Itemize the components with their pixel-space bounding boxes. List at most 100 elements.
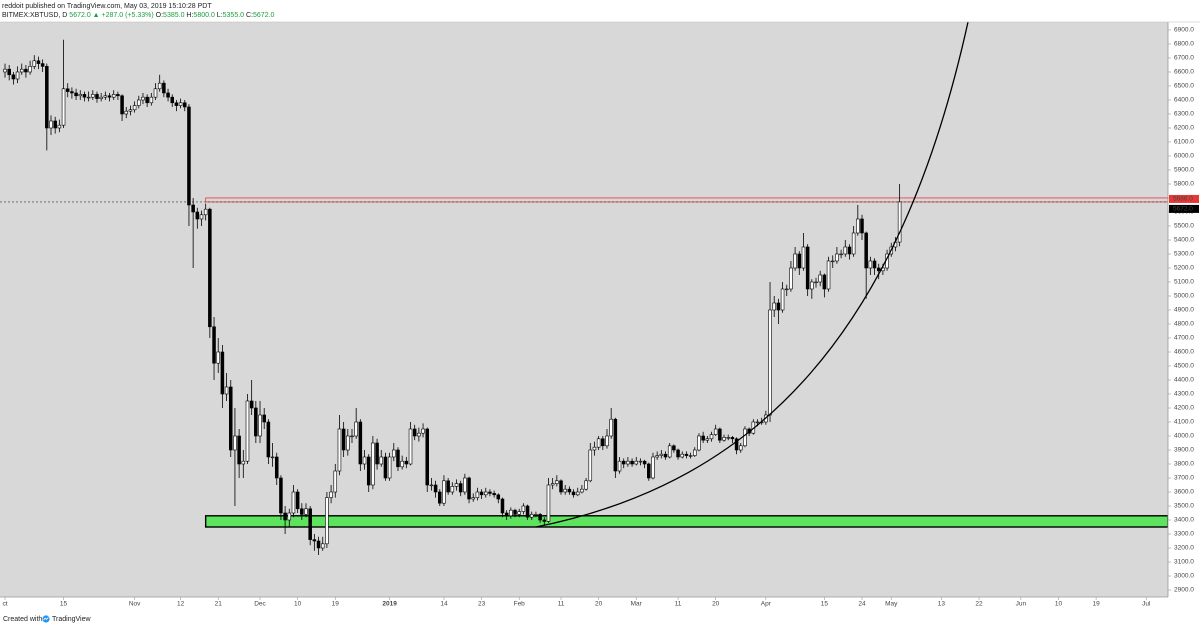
candle-body	[663, 453, 668, 458]
candle-body	[237, 435, 241, 465]
price-label: 5686.0	[1173, 196, 1193, 203]
candle-body	[651, 456, 655, 479]
candle-body	[32, 60, 37, 67]
x-tick-label: 15	[60, 601, 68, 608]
y-tick-label: 3500.0	[1174, 503, 1194, 510]
annotations	[0, 197, 1168, 528]
candle-body	[295, 491, 300, 510]
y-tick-label: 6300.0	[1174, 111, 1194, 118]
candle-body	[170, 96, 174, 104]
x-tick-label: Apr	[761, 601, 772, 608]
candle-body	[350, 435, 354, 438]
candle-body	[546, 484, 551, 522]
candle-body	[492, 493, 496, 496]
y-tick-label: 6600.0	[1174, 69, 1194, 76]
candle-body	[734, 438, 739, 451]
candle-body	[442, 480, 446, 504]
x-tick-label: 13	[938, 601, 946, 608]
candle-body	[208, 208, 212, 328]
candle-body	[534, 514, 538, 516]
x-tick-label: 15	[821, 601, 829, 608]
candle-body	[7, 68, 11, 76]
candle-body	[584, 480, 588, 490]
candle-body	[308, 508, 312, 540]
resistance-box	[205, 197, 1168, 203]
candle-body	[53, 120, 57, 129]
high: 5800.0	[193, 12, 215, 19]
candle-body	[107, 95, 112, 98]
footer-brand: TradingView	[52, 616, 91, 623]
candle-body	[220, 351, 225, 395]
candle-body	[693, 449, 697, 456]
candle-body	[404, 460, 409, 465]
price-label-box	[1169, 204, 1199, 213]
candle-body	[178, 102, 183, 106]
candle-body	[120, 95, 124, 115]
candle-body	[341, 428, 346, 451]
candle-body	[28, 66, 32, 73]
candle-body	[596, 438, 601, 448]
candle-body	[601, 438, 605, 447]
candle-body	[701, 435, 705, 441]
x-tick-label: 22	[975, 601, 983, 608]
candle-body	[199, 214, 204, 220]
candle-body	[103, 95, 108, 98]
candle-body	[65, 88, 70, 92]
footer-created: Created with	[3, 616, 42, 623]
candle-body	[647, 463, 651, 479]
candle-body	[709, 434, 714, 440]
y-tick-label: 3800.0	[1174, 461, 1194, 468]
candle-body	[249, 400, 254, 409]
candle-body	[458, 483, 463, 493]
candle-body	[429, 484, 434, 487]
candle-body	[739, 445, 743, 451]
close-key: C:	[246, 12, 253, 19]
candle-body	[141, 96, 145, 101]
candle-body	[780, 288, 785, 311]
plot-area	[0, 22, 1168, 597]
x-tick-label: 11	[675, 601, 682, 608]
candle-body	[421, 428, 425, 434]
candle-body	[567, 488, 572, 493]
candle-body	[203, 208, 208, 216]
candle-body	[814, 281, 818, 284]
open: 5385.0	[163, 12, 185, 19]
candle-body	[95, 94, 99, 99]
candle-body	[521, 505, 526, 512]
x-tick-label: Jun	[1016, 601, 1027, 608]
candle-body	[621, 460, 626, 465]
y-tick-label: 3100.0	[1174, 559, 1194, 566]
candle-body	[57, 124, 62, 129]
candle-body	[149, 96, 154, 104]
candle-body	[868, 260, 873, 269]
candle-body	[843, 246, 848, 255]
y-tick-label: 6800.0	[1174, 41, 1194, 48]
candle-body	[772, 302, 776, 311]
candle-body	[383, 456, 388, 479]
candle-body	[329, 491, 333, 498]
candle-body	[362, 456, 367, 465]
candle-body	[111, 94, 116, 98]
candle-body	[270, 456, 275, 459]
high-key: H:	[186, 12, 193, 19]
candle-body	[488, 491, 492, 494]
y-tick-label: 6900.0	[1174, 27, 1194, 34]
candle-body	[797, 253, 802, 269]
brand-logo	[42, 615, 50, 623]
close: 5672.0	[253, 12, 275, 19]
candle-body	[826, 260, 831, 290]
candle-body	[872, 260, 877, 269]
candle-body	[517, 511, 521, 515]
y-tick-label: 3300.0	[1174, 531, 1194, 538]
candle-body	[320, 543, 325, 549]
candle-body	[743, 428, 747, 447]
y-tick-label: 6100.0	[1174, 139, 1194, 146]
candle-body	[634, 460, 639, 465]
candle-body	[358, 421, 363, 465]
candle-body	[392, 449, 396, 458]
candle-body	[588, 449, 593, 482]
y-tick-label: 4600.0	[1174, 349, 1194, 356]
x-tick-label: 11	[558, 601, 565, 608]
candle-body	[279, 477, 283, 514]
